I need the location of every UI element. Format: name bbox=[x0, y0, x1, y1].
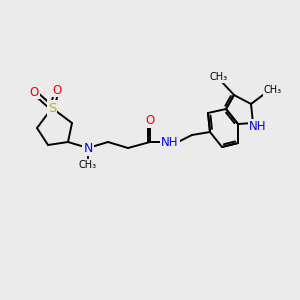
Text: CH₃: CH₃ bbox=[210, 72, 228, 82]
Text: O: O bbox=[52, 83, 62, 97]
Text: O: O bbox=[146, 115, 154, 128]
Text: CH₃: CH₃ bbox=[264, 85, 282, 95]
Text: N: N bbox=[83, 142, 93, 154]
Text: O: O bbox=[29, 85, 39, 98]
Text: NH: NH bbox=[161, 136, 179, 148]
Text: NH: NH bbox=[249, 119, 267, 133]
Text: S: S bbox=[48, 101, 56, 115]
Text: CH₃: CH₃ bbox=[79, 160, 97, 170]
